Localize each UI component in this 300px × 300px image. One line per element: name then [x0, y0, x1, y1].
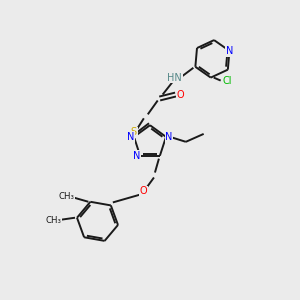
Text: N: N — [127, 132, 135, 142]
Text: S: S — [131, 127, 137, 137]
Text: CH₃: CH₃ — [58, 192, 75, 201]
Text: O: O — [177, 89, 184, 100]
Text: Cl: Cl — [223, 76, 232, 85]
Text: CH₃: CH₃ — [45, 216, 61, 225]
Text: N: N — [226, 46, 233, 56]
Text: O: O — [139, 186, 147, 197]
Text: N: N — [134, 151, 141, 161]
Text: N: N — [165, 132, 173, 142]
Text: HN: HN — [167, 73, 182, 83]
